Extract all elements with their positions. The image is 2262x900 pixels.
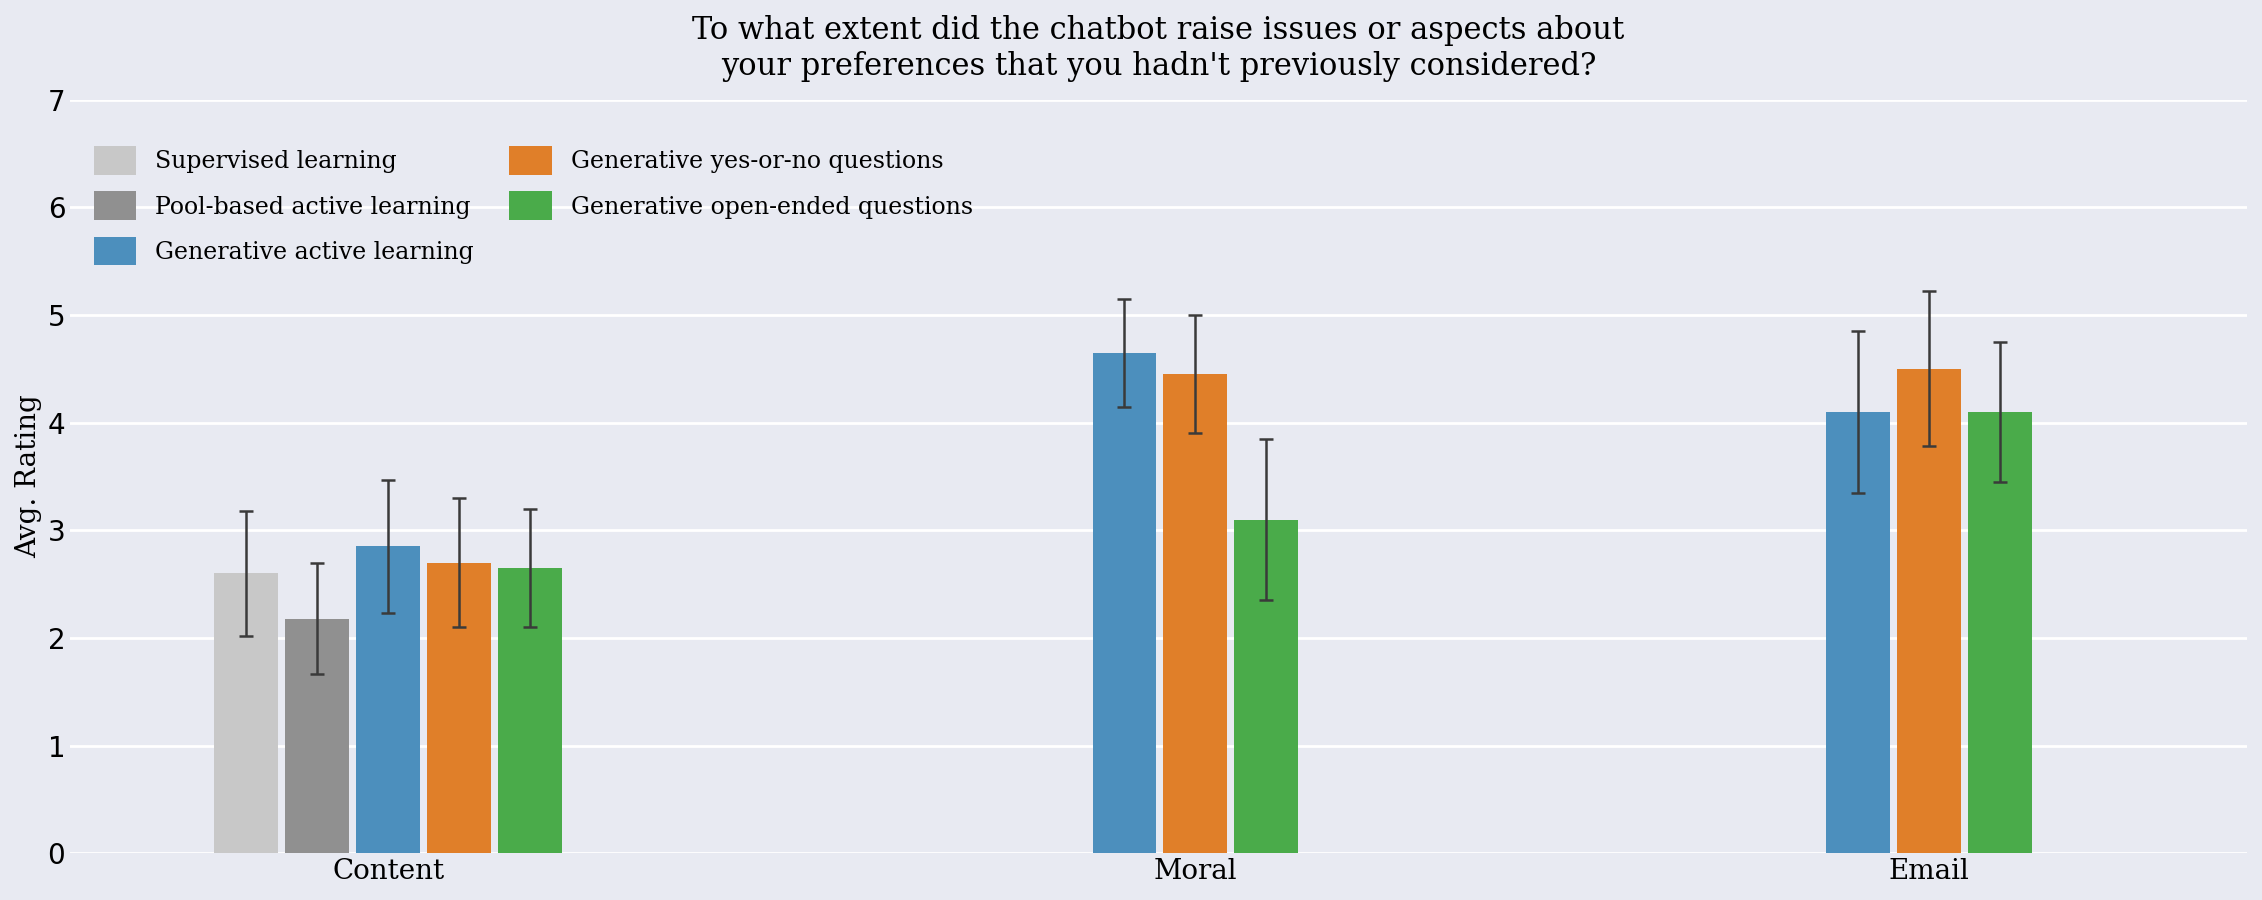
Legend: Supervised learning, Pool-based active learning, Generative active learning, Gen: Supervised learning, Pool-based active l…	[81, 134, 984, 277]
Bar	[1968, 412, 2031, 853]
Bar	[357, 546, 421, 853]
Bar	[285, 618, 348, 853]
Bar	[1235, 519, 1298, 853]
Title: To what extent did the chatbot raise issues or aspects about
your preferences th: To what extent did the chatbot raise iss…	[692, 15, 1624, 82]
Bar	[1093, 353, 1156, 853]
Bar	[428, 562, 491, 853]
Bar	[1163, 374, 1226, 853]
Bar	[498, 568, 561, 853]
Bar	[215, 573, 278, 853]
Bar	[1825, 412, 1891, 853]
Y-axis label: Avg. Rating: Avg. Rating	[16, 394, 43, 558]
Bar	[1898, 369, 1961, 853]
